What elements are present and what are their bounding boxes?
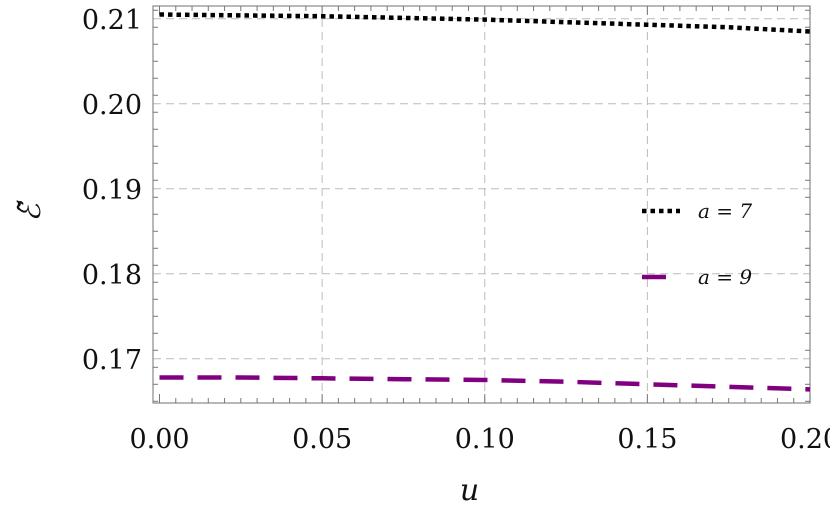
y-tick-label: 0.20 [82, 90, 142, 121]
series-layer [159, 12, 811, 392]
tick-marks [153, 6, 811, 403]
x-tick-label: 0.20 [780, 424, 830, 455]
series-line-1 [159, 12, 811, 34]
x-tick-labels: 0.00 0.05 0.10 0.15 0.20 [129, 424, 830, 455]
y-tick-label: 0.18 [82, 260, 142, 291]
y-tick-label: 0.17 [82, 345, 142, 376]
x-tick-label: 0.10 [455, 424, 515, 455]
series-line-2 [159, 375, 811, 392]
plot-frame [152, 5, 811, 404]
x-tick-label: 0.15 [617, 424, 677, 455]
legend-label: a = 9 [698, 265, 752, 289]
legend: a = 7 a = 9 [642, 199, 752, 289]
x-axis-label: u [460, 473, 479, 507]
y-tick-label: 0.21 [82, 5, 142, 36]
legend-label: a = 7 [698, 199, 752, 223]
y-tick-label: 0.19 [82, 175, 142, 206]
grid-lines [153, 6, 810, 403]
y-tick-labels: 0.17 0.18 0.19 0.20 0.21 [82, 5, 142, 376]
x-tick-label: 0.00 [129, 424, 189, 455]
x-tick-label: 0.05 [292, 424, 352, 455]
y-axis-label: ℰ̃ [13, 199, 48, 221]
